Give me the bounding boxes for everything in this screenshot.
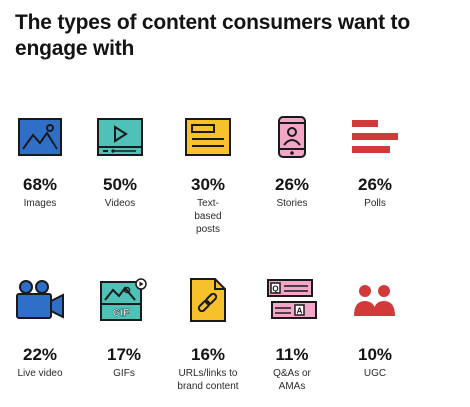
phone-story-icon	[252, 112, 332, 162]
item-label: Text-based posts	[194, 198, 222, 235]
poll-bars-icon	[335, 112, 415, 162]
item-label: Polls	[364, 198, 386, 209]
percent-value: 16%	[190, 345, 226, 364]
item-label: Q&As or AMAs	[273, 368, 311, 392]
percent-value: 50%	[102, 175, 138, 194]
people-icon	[335, 275, 415, 325]
item-label: URLs/links to brand content	[177, 368, 239, 392]
q-icon-text: Q	[272, 285, 278, 294]
link-document-icon	[168, 275, 248, 325]
percent-value: 30%	[190, 175, 226, 194]
item-label: Stories	[276, 198, 308, 209]
percent-value: 10%	[357, 345, 393, 364]
percent-value: 17%	[106, 345, 142, 364]
item-label: Images	[23, 198, 57, 209]
percent-value: 26%	[357, 175, 393, 194]
gif-icon: GIF	[84, 275, 164, 325]
item-label: GIFs	[113, 368, 135, 379]
video-camera-icon	[0, 275, 80, 325]
item-label: Videos	[104, 198, 136, 209]
image-icon	[0, 112, 80, 162]
item-label: UGC	[363, 368, 387, 379]
a-icon-text: A	[297, 307, 303, 316]
qa-bubbles-icon: Q A	[252, 275, 332, 325]
page-title: The types of content consumers want to e…	[15, 11, 410, 60]
gif-icon-text: GIF	[113, 308, 130, 319]
percent-value: 22%	[22, 345, 58, 364]
video-player-icon	[80, 112, 160, 162]
percent-value: 68%	[22, 175, 58, 194]
item-label: Live video	[17, 368, 63, 379]
text-post-icon	[168, 112, 248, 162]
percent-value: 11%	[275, 345, 309, 364]
percent-value: 26%	[274, 175, 310, 194]
